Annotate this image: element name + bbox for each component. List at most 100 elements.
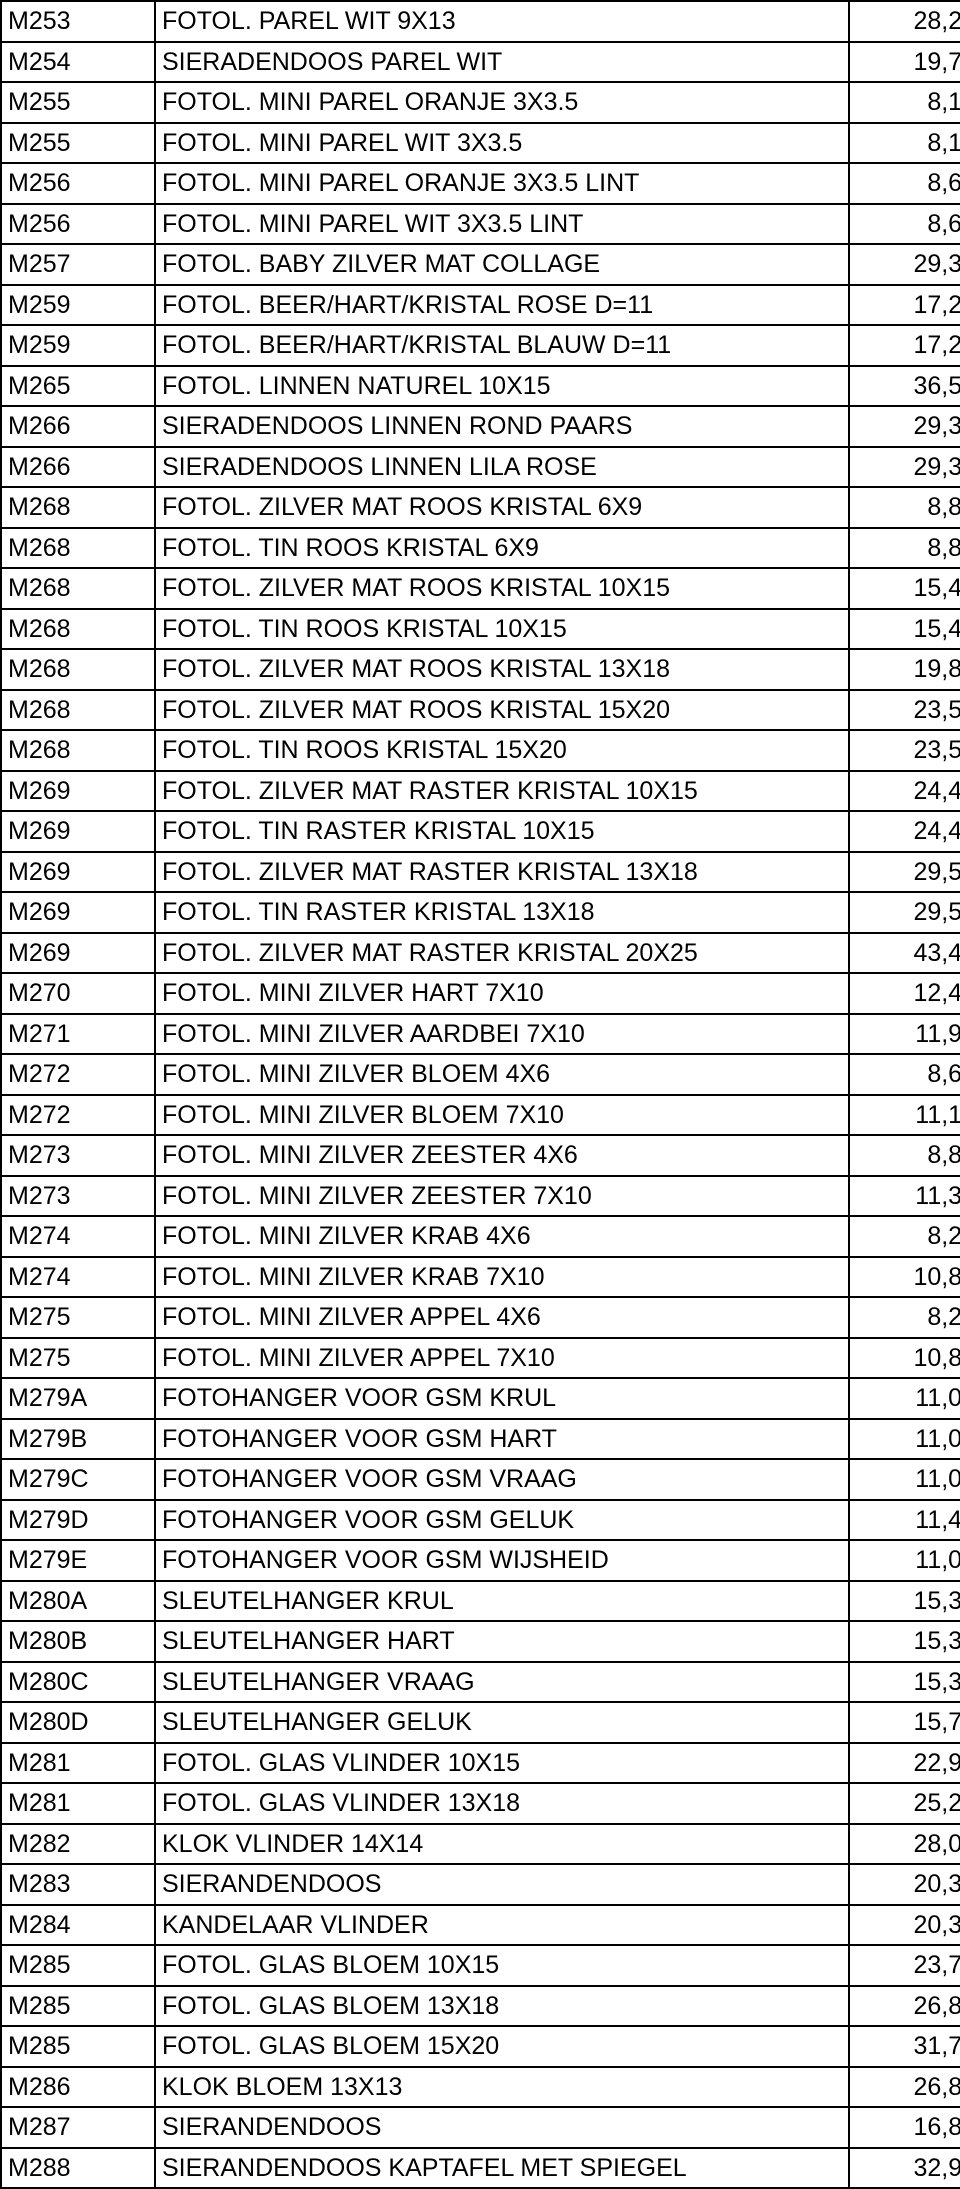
cell-code: M268	[1, 730, 155, 771]
cell-description: FOTOL. MINI ZILVER KRAB 4X6	[155, 1216, 849, 1257]
cell-description: FOTOL. LINNEN NATUREL 10X15	[155, 366, 849, 407]
table-row: M268FOTOL. TIN ROOS KRISTAL 15X2023,55	[1, 730, 960, 771]
table-row: M280DSLEUTELHANGER GELUK15,75	[1, 1702, 960, 1743]
cell-price: 8,80	[849, 528, 960, 569]
cell-code: M272	[1, 1054, 155, 1095]
table-row: M269FOTOL. ZILVER MAT RASTER KRISTAL 13X…	[1, 852, 960, 893]
price-table: M253FOTOL. PAREL WIT 9X1328,25M254SIERAD…	[0, 0, 960, 2189]
cell-code: M284	[1, 1905, 155, 1946]
table-row: M283SIERANDENDOOS20,35	[1, 1864, 960, 1905]
table-row: M268FOTOL. ZILVER MAT ROOS KRISTAL 13X18…	[1, 649, 960, 690]
table-row: M279BFOTOHANGER VOOR GSM HART11,00	[1, 1419, 960, 1460]
cell-code: M286	[1, 2067, 155, 2108]
cell-price: 29,50	[849, 892, 960, 933]
table-row: M284KANDELAAR VLINDER20,35	[1, 1905, 960, 1946]
cell-price: 29,35	[849, 447, 960, 488]
table-row: M266SIERADENDOOS LINNEN LILA ROSE29,35	[1, 447, 960, 488]
cell-code: M269	[1, 811, 155, 852]
cell-code: M270	[1, 973, 155, 1014]
cell-price: 8,25	[849, 1297, 960, 1338]
cell-code: M268	[1, 487, 155, 528]
table-row: M256FOTOL. MINI PAREL WIT 3X3.5 LINT8,60	[1, 204, 960, 245]
cell-price: 19,80	[849, 649, 960, 690]
page-container: M253FOTOL. PAREL WIT 9X1328,25M254SIERAD…	[0, 0, 960, 2189]
cell-description: FOTOL. GLAS VLINDER 13X18	[155, 1783, 849, 1824]
table-row: M269FOTOL. ZILVER MAT RASTER KRISTAL 10X…	[1, 771, 960, 812]
cell-code: M285	[1, 1986, 155, 2027]
cell-code: M282	[1, 1824, 155, 1865]
cell-code: M259	[1, 325, 155, 366]
cell-code: M287	[1, 2107, 155, 2148]
cell-description: FOTOL. MINI ZILVER BLOEM 4X6	[155, 1054, 849, 1095]
cell-description: FOTOL. ZILVER MAT ROOS KRISTAL 6X9	[155, 487, 849, 528]
table-row: M279EFOTOHANGER VOOR GSM WIJSHEID11,00	[1, 1540, 960, 1581]
cell-price: 36,50	[849, 366, 960, 407]
table-row: M275FOTOL. MINI ZILVER APPEL 4X68,25	[1, 1297, 960, 1338]
table-row: M268FOTOL. ZILVER MAT ROOS KRISTAL 10X15…	[1, 568, 960, 609]
table-row: M268FOTOL. ZILVER MAT ROOS KRISTAL 6X98,…	[1, 487, 960, 528]
cell-price: 25,20	[849, 1783, 960, 1824]
cell-description: SIERANDENDOOS	[155, 1864, 849, 1905]
table-row: M268FOTOL. TIN ROOS KRISTAL 6X98,80	[1, 528, 960, 569]
cell-price: 11,90	[849, 1014, 960, 1055]
cell-code: M274	[1, 1216, 155, 1257]
cell-code: M280B	[1, 1621, 155, 1662]
cell-price: 8,25	[849, 1216, 960, 1257]
table-row: M286KLOK BLOEM 13X1326,85	[1, 2067, 960, 2108]
cell-price: 11,35	[849, 1176, 960, 1217]
cell-code: M266	[1, 447, 155, 488]
table-row: M287SIERANDENDOOS16,85	[1, 2107, 960, 2148]
cell-price: 11,00	[849, 1459, 960, 1500]
cell-description: SIERADENDOOS PAREL WIT	[155, 42, 849, 83]
cell-code: M255	[1, 123, 155, 164]
cell-price: 8,80	[849, 487, 960, 528]
cell-description: SIERANDENDOOS KAPTAFEL MET SPIEGEL	[155, 2148, 849, 2189]
table-row: M281FOTOL. GLAS VLINDER 10X1522,90	[1, 1743, 960, 1784]
cell-price: 29,35	[849, 406, 960, 447]
cell-code: M271	[1, 1014, 155, 1055]
cell-code: M269	[1, 933, 155, 974]
cell-code: M269	[1, 892, 155, 933]
cell-description: FOTOHANGER VOOR GSM GELUK	[155, 1500, 849, 1541]
cell-code: M256	[1, 163, 155, 204]
cell-price: 19,70	[849, 42, 960, 83]
cell-price: 15,40	[849, 609, 960, 650]
cell-price: 29,35	[849, 244, 960, 285]
cell-description: KANDELAAR VLINDER	[155, 1905, 849, 1946]
cell-description: FOTOHANGER VOOR GSM KRUL	[155, 1378, 849, 1419]
cell-price: 20,35	[849, 1905, 960, 1946]
cell-code: M255	[1, 82, 155, 123]
table-row: M279CFOTOHANGER VOOR GSM VRAAG11,00	[1, 1459, 960, 1500]
cell-price: 20,35	[849, 1864, 960, 1905]
table-row: M255FOTOL. MINI PAREL WIT 3X3.58,15	[1, 123, 960, 164]
cell-description: FOTOL. GLAS BLOEM 13X18	[155, 1986, 849, 2027]
cell-price: 16,85	[849, 2107, 960, 2148]
cell-description: FOTOL. TIN ROOS KRISTAL 6X9	[155, 528, 849, 569]
cell-description: FOTOL. MINI ZILVER BLOEM 7X10	[155, 1095, 849, 1136]
table-row: M285FOTOL. GLAS BLOEM 13X1826,85	[1, 1986, 960, 2027]
cell-code: M279A	[1, 1378, 155, 1419]
cell-description: FOTOL. ZILVER MAT ROOS KRISTAL 10X15	[155, 568, 849, 609]
cell-price: 8,15	[849, 123, 960, 164]
table-row: M268FOTOL. TIN ROOS KRISTAL 10X1515,40	[1, 609, 960, 650]
cell-price: 8,60	[849, 163, 960, 204]
cell-description: FOTOL. MINI ZILVER ZEESTER 4X6	[155, 1135, 849, 1176]
cell-price: 23,55	[849, 690, 960, 731]
cell-price: 8,60	[849, 1054, 960, 1095]
cell-description: FOTOL. BABY ZILVER MAT COLLAGE	[155, 244, 849, 285]
table-row: M279DFOTOHANGER VOOR GSM GELUK11,45	[1, 1500, 960, 1541]
table-row: M275FOTOL. MINI ZILVER APPEL 7X1010,80	[1, 1338, 960, 1379]
cell-price: 23,55	[849, 730, 960, 771]
table-row: M271FOTOL. MINI ZILVER AARDBEI 7X1011,90	[1, 1014, 960, 1055]
cell-price: 11,00	[849, 1419, 960, 1460]
cell-price: 15,30	[849, 1662, 960, 1703]
table-row: M269FOTOL. ZILVER MAT RASTER KRISTAL 20X…	[1, 933, 960, 974]
cell-price: 15,30	[849, 1621, 960, 1662]
cell-code: M280C	[1, 1662, 155, 1703]
cell-description: FOTOL. MINI ZILVER APPEL 7X10	[155, 1338, 849, 1379]
table-row: M288SIERANDENDOOS KAPTAFEL MET SPIEGEL32…	[1, 2148, 960, 2189]
cell-price: 10,80	[849, 1338, 960, 1379]
table-row: M272FOTOL. MINI ZILVER BLOEM 4X68,60	[1, 1054, 960, 1095]
cell-code: M273	[1, 1176, 155, 1217]
cell-description: FOTOL. GLAS BLOEM 10X15	[155, 1945, 849, 1986]
